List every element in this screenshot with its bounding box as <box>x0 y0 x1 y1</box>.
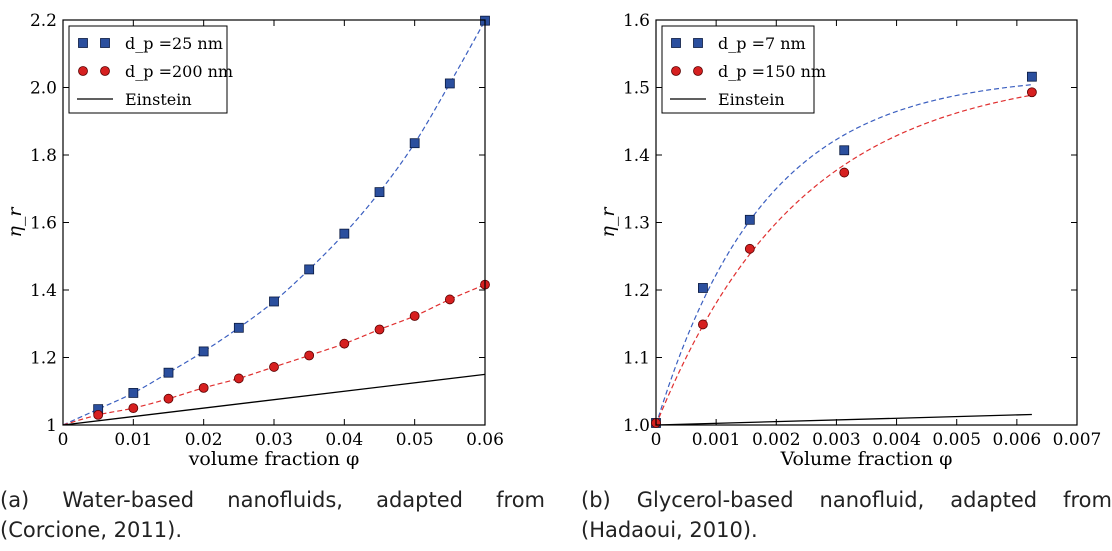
y-tick-label: 1.6 <box>30 214 57 234</box>
legend-marker-square <box>78 38 88 48</box>
x-tick-label: 0 <box>651 430 662 450</box>
data-point-circle <box>128 403 139 414</box>
legend: d_p =7 nm d_p =150 nm Einstein <box>661 25 826 114</box>
legend-marker-circle <box>671 66 681 76</box>
legend: d_p =25 nm d_p =200 nm Einstein <box>68 25 233 114</box>
legend-label: d_p =7 nm <box>718 34 806 53</box>
data-point-circle <box>163 393 174 404</box>
data-point-square <box>444 78 455 89</box>
data-point-circle <box>304 350 315 361</box>
legend-label: Einstein <box>125 90 192 109</box>
data-point-square <box>839 145 850 156</box>
x-axis-label: Volume fraction φ <box>780 448 953 470</box>
y-axis-label: η_r <box>597 206 619 238</box>
y-tick-label: 1.4 <box>623 146 650 166</box>
y-tick-label: 1.2 <box>623 281 650 301</box>
caption-a-line1: (a) Water-based nanofluids, adapted from <box>0 488 545 512</box>
legend-marker-square <box>100 38 110 48</box>
x-tick-label: 0.01 <box>114 430 152 450</box>
data-point-circle <box>198 382 209 393</box>
y-tick-label: 1.8 <box>30 146 57 166</box>
plot-frame <box>62 19 486 426</box>
y-tick-label: 1.4 <box>30 281 57 301</box>
x-tick-label: 0.007 <box>1053 430 1102 450</box>
legend-marker-circle <box>693 66 703 76</box>
data-point-circle <box>339 338 350 349</box>
data-point-circle <box>233 373 244 384</box>
data-point-square <box>304 264 315 275</box>
data-point-square <box>374 187 385 198</box>
data-point-square <box>698 283 708 293</box>
legend-marker-circle <box>78 66 88 76</box>
y-tick-label: 1.0 <box>623 416 650 436</box>
legend-label: d_p =150 nm <box>718 62 826 81</box>
x-tick-label: 0.006 <box>993 430 1042 450</box>
data-point-square <box>409 138 420 149</box>
plot-area <box>656 84 1032 425</box>
data-point-circle <box>374 324 385 335</box>
x-tick-label: 0.003 <box>812 430 861 450</box>
legend-label: d_p =25 nm <box>125 34 223 53</box>
legend-label: d_p =200 nm <box>125 62 233 81</box>
data-point-circle <box>839 167 850 178</box>
data-point-square <box>1026 71 1037 82</box>
data-point-square <box>128 388 139 398</box>
series-line-einstein <box>656 413 1032 425</box>
data-point-square <box>233 322 244 333</box>
x-tick-label: 0.06 <box>466 430 504 450</box>
y-tick-label: 1.2 <box>30 349 57 369</box>
data-point-square <box>269 296 279 307</box>
y-tick-label: 2.2 <box>30 11 57 31</box>
data-point-circle <box>444 294 455 305</box>
legend-box <box>661 25 815 114</box>
legend-marker-square <box>693 38 703 48</box>
y-tick-label: 1 <box>46 416 57 436</box>
chart-b: 0 0.001 0.002 0.003 0.004 0.005 0.006 0.007 1.0 1… <box>597 11 1101 470</box>
y-tick-label: 1.5 <box>623 79 650 99</box>
data-point-circle <box>698 319 708 330</box>
x-tick-label: 0.02 <box>185 430 223 450</box>
caption-b: (b) Glycerol-based nanofluid, adapted fr… <box>581 485 1112 545</box>
y-tick-label: 1.3 <box>623 214 650 234</box>
caption-b-line2: (Hadaoui, 2010). <box>581 518 758 542</box>
fit-curve <box>656 84 1032 425</box>
data-point-square <box>744 214 755 225</box>
charts-canvas: 0 0.01 0.02 0.03 0.04 0.05 0.06 1 1.2 1.4 1.6 1.8 2.… <box>4 11 1101 470</box>
legend-marker-circle <box>100 66 110 76</box>
x-tick-label: 0.03 <box>255 430 293 450</box>
x-tick-label: 0.001 <box>692 430 741 450</box>
data-point-circle <box>93 409 104 420</box>
chart-a: 0 0.01 0.02 0.03 0.04 0.05 0.06 1 1.2 1.4 1.6 1.8 2.… <box>4 11 504 470</box>
data-point-square <box>198 346 209 357</box>
fit-curve <box>656 94 1032 425</box>
caption-b-line1: (b) Glycerol-based nanofluid, adapted fr… <box>581 488 1112 512</box>
y-axis-label: η_r <box>4 206 26 238</box>
data-point-circle <box>744 243 755 254</box>
data-point-circle <box>409 311 420 321</box>
y-tick-label: 1.1 <box>623 349 650 369</box>
data-point-circle <box>1026 87 1037 98</box>
x-axis-label: volume fraction φ <box>188 448 360 470</box>
x-tick-label: 0.05 <box>396 430 434 450</box>
series-line-einstein <box>63 373 485 425</box>
y-tick-label: 1.6 <box>623 11 650 31</box>
x-tick-label: 0.002 <box>752 430 801 450</box>
x-tick-label: 0.004 <box>872 430 921 450</box>
plot-frame <box>655 19 1078 426</box>
data-point-circle <box>269 362 279 372</box>
x-tick-label: 0.005 <box>932 430 981 450</box>
legend-label: Einstein <box>718 90 785 109</box>
caption-a: (a) Water-based nanofluids, adapted from… <box>0 485 545 545</box>
data-point-square <box>339 228 350 239</box>
data-point-square <box>163 367 174 378</box>
legend-marker-square <box>671 38 681 48</box>
x-tick-label: 0.04 <box>325 430 363 450</box>
caption-a-line2: (Corcione, 2011). <box>0 518 182 542</box>
x-tick-label: 0 <box>58 430 69 450</box>
y-tick-label: 2.0 <box>30 79 57 99</box>
